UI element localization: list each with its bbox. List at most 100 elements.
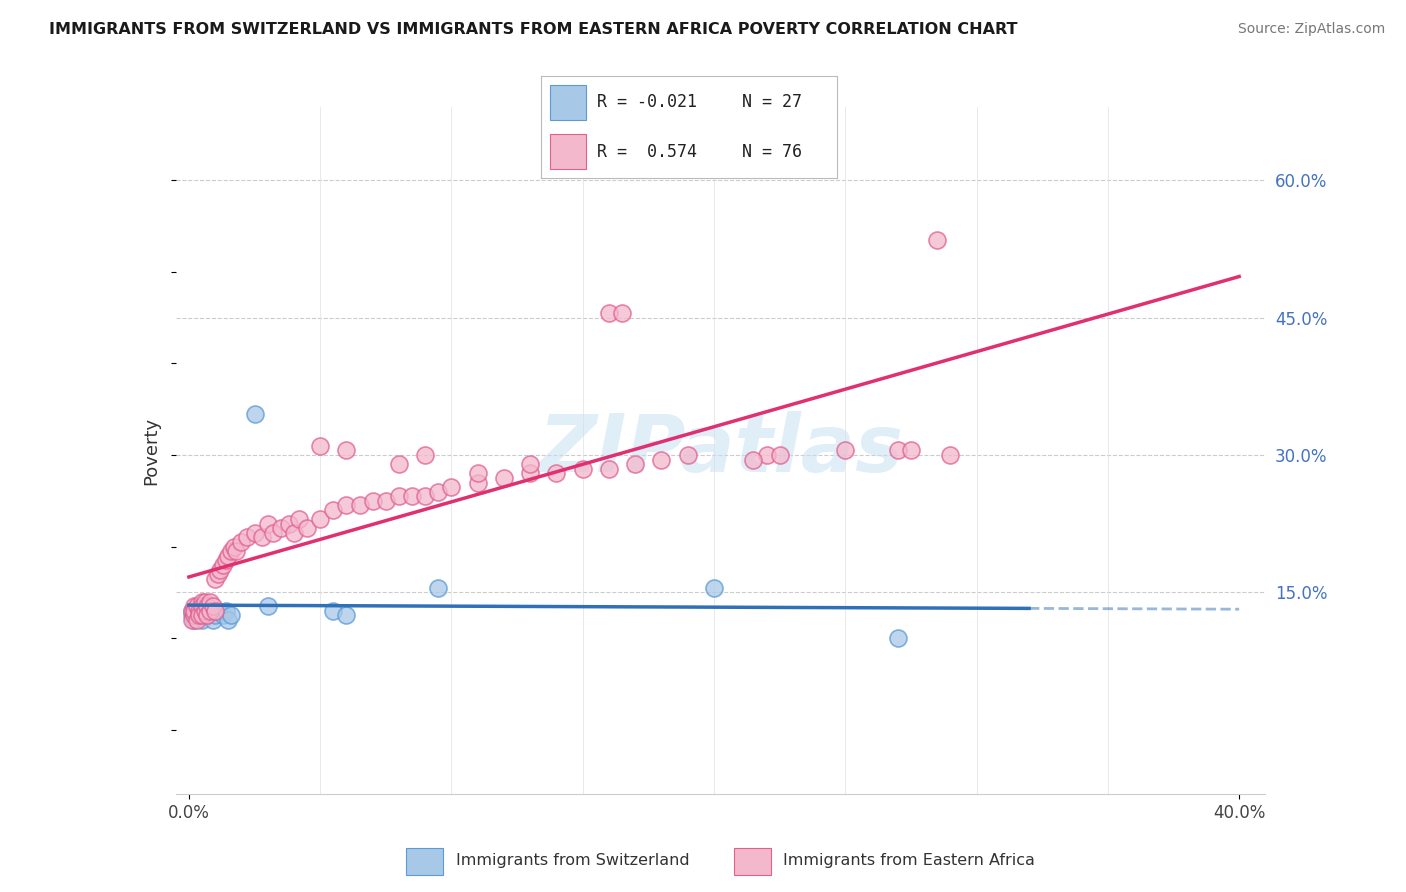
- Point: [335, 499, 357, 513]
- Point: [183, 599, 205, 614]
- Point: [183, 608, 205, 623]
- Text: IMMIGRANTS FROM SWITZERLAND VS IMMIGRANTS FROM EASTERN AFRICA POVERTY CORRELATIO: IMMIGRANTS FROM SWITZERLAND VS IMMIGRANT…: [49, 22, 1018, 37]
- Point: [195, 608, 218, 623]
- Point: [388, 489, 411, 503]
- Point: [212, 558, 235, 572]
- Text: N = 76: N = 76: [742, 143, 801, 161]
- Point: [180, 604, 202, 618]
- Bar: [734, 848, 770, 875]
- Point: [186, 604, 208, 618]
- Point: [191, 599, 214, 614]
- Point: [219, 608, 242, 623]
- Point: [309, 439, 332, 453]
- Point: [231, 535, 253, 549]
- Point: [413, 489, 436, 503]
- Point: [927, 233, 949, 247]
- Point: [195, 608, 218, 623]
- Point: [198, 604, 221, 618]
- Point: [194, 604, 217, 618]
- Point: [201, 613, 224, 627]
- Point: [214, 604, 236, 618]
- Point: [198, 604, 221, 618]
- Point: [243, 525, 266, 540]
- Point: [219, 544, 242, 558]
- Point: [519, 457, 541, 471]
- Point: [207, 567, 229, 582]
- Point: [492, 471, 515, 485]
- Text: R = -0.021: R = -0.021: [598, 94, 697, 112]
- Point: [262, 525, 284, 540]
- Point: [440, 480, 463, 494]
- Bar: [550, 135, 586, 169]
- Point: [256, 516, 278, 531]
- Text: Immigrants from Eastern Africa: Immigrants from Eastern Africa: [783, 854, 1035, 868]
- Point: [252, 531, 274, 545]
- Point: [295, 521, 318, 535]
- Point: [191, 594, 214, 608]
- Point: [742, 452, 765, 467]
- Bar: [550, 85, 586, 120]
- Point: [183, 604, 205, 618]
- Point: [676, 448, 699, 462]
- Point: [188, 608, 211, 623]
- Point: [283, 525, 305, 540]
- Point: [180, 608, 202, 623]
- Point: [887, 631, 910, 645]
- Point: [201, 599, 224, 614]
- Point: [204, 604, 226, 618]
- Point: [361, 493, 384, 508]
- Point: [349, 499, 371, 513]
- Point: [769, 448, 792, 462]
- Point: [309, 512, 332, 526]
- Point: [335, 443, 357, 458]
- Point: [427, 581, 450, 595]
- Point: [335, 608, 357, 623]
- Point: [322, 503, 344, 517]
- Point: [624, 457, 647, 471]
- Point: [598, 462, 620, 476]
- Point: [388, 457, 411, 471]
- Point: [900, 443, 922, 458]
- Point: [256, 599, 278, 614]
- Point: [191, 604, 214, 618]
- Point: [939, 448, 962, 462]
- Point: [212, 608, 235, 623]
- Point: [204, 608, 226, 623]
- Point: [887, 443, 910, 458]
- Point: [217, 549, 239, 563]
- Point: [288, 512, 311, 526]
- Point: [180, 604, 202, 618]
- Point: [195, 599, 218, 614]
- Point: [546, 467, 568, 481]
- Point: [186, 599, 208, 614]
- Point: [209, 562, 232, 576]
- Point: [703, 581, 725, 595]
- Text: Source: ZipAtlas.com: Source: ZipAtlas.com: [1237, 22, 1385, 37]
- Point: [374, 493, 396, 508]
- Point: [183, 604, 205, 618]
- Text: Immigrants from Switzerland: Immigrants from Switzerland: [456, 854, 689, 868]
- Bar: [406, 848, 443, 875]
- Point: [270, 521, 292, 535]
- Point: [467, 467, 489, 481]
- Y-axis label: Poverty: Poverty: [142, 417, 160, 484]
- Point: [214, 553, 236, 567]
- Point: [610, 306, 633, 320]
- Point: [467, 475, 489, 490]
- Point: [186, 608, 208, 623]
- Point: [204, 572, 226, 586]
- Point: [427, 484, 450, 499]
- Point: [188, 608, 211, 623]
- Point: [222, 540, 245, 554]
- Point: [277, 516, 299, 531]
- Point: [191, 613, 214, 627]
- Point: [322, 604, 344, 618]
- Point: [413, 448, 436, 462]
- Point: [235, 531, 257, 545]
- Point: [195, 604, 218, 618]
- Point: [834, 443, 856, 458]
- Point: [186, 613, 208, 627]
- Point: [194, 608, 217, 623]
- Point: [217, 613, 239, 627]
- Point: [571, 462, 593, 476]
